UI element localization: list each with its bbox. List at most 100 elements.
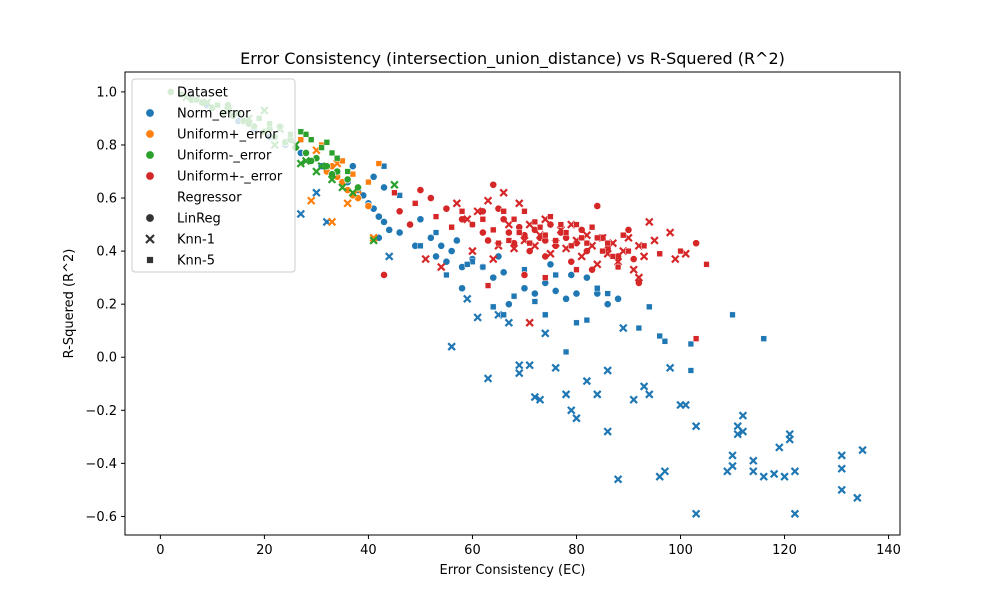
data-point	[504, 300, 513, 309]
data-point	[412, 200, 419, 207]
data-point	[473, 207, 482, 216]
data-point	[380, 218, 388, 226]
series-norm-error-knn-1	[296, 188, 867, 518]
data-point	[385, 225, 394, 234]
x-axis-label: Error Consistency (EC)	[440, 563, 586, 578]
data-point	[442, 257, 451, 266]
data-point	[582, 273, 591, 282]
data-point	[463, 294, 472, 304]
data-point	[837, 464, 846, 473]
data-point	[547, 213, 554, 220]
data-point	[785, 435, 794, 444]
data-point	[837, 485, 846, 495]
data-point	[348, 188, 358, 197]
data-point	[448, 224, 455, 231]
data-point	[614, 294, 622, 303]
data-point	[749, 456, 758, 465]
data-point	[853, 493, 862, 503]
data-point	[573, 266, 580, 273]
data-point	[297, 128, 304, 135]
data-point	[396, 192, 403, 199]
data-point	[364, 202, 373, 210]
data-point	[656, 250, 663, 257]
data-point	[312, 188, 321, 197]
data-point	[593, 202, 602, 210]
data-point	[437, 241, 446, 250]
data-point	[390, 180, 399, 189]
data-point	[473, 313, 482, 322]
data-point	[572, 414, 581, 423]
data-point	[629, 395, 638, 404]
data-point	[582, 376, 592, 386]
data-point	[452, 199, 462, 208]
data-point	[546, 249, 555, 258]
data-point	[613, 475, 623, 484]
data-point	[541, 329, 550, 338]
data-point	[380, 183, 388, 192]
data-point	[562, 348, 570, 356]
data-point	[489, 273, 498, 282]
data-point	[296, 159, 306, 168]
data-point	[525, 247, 534, 255]
data-point	[588, 265, 596, 274]
data-point	[629, 255, 638, 263]
y-tick-label: −0.6	[85, 510, 117, 525]
x-axis: 0 20 40 60 80 100 120 140	[156, 535, 901, 558]
data-point	[542, 274, 549, 281]
data-point	[504, 228, 513, 237]
data-point	[339, 157, 346, 164]
data-point	[646, 303, 653, 310]
data-point	[665, 363, 675, 373]
data-point	[495, 240, 502, 247]
data-point	[483, 196, 493, 205]
data-point	[447, 342, 456, 351]
data-point	[589, 224, 596, 231]
data-point	[416, 186, 425, 194]
data-point	[458, 208, 466, 215]
data-point	[499, 268, 508, 277]
data-point	[557, 221, 564, 228]
data-point	[478, 207, 487, 216]
data-point	[510, 293, 518, 300]
data-point	[634, 273, 644, 282]
data-point	[551, 286, 560, 295]
data-point	[406, 220, 414, 229]
data-point	[641, 242, 648, 249]
y-tick-label: 1.0	[96, 85, 117, 100]
data-point	[417, 242, 424, 249]
legend-entry-label: Uniform+_error	[177, 128, 278, 143]
data-point	[635, 324, 642, 332]
data-point	[619, 323, 628, 333]
data-point	[692, 239, 701, 248]
data-point	[369, 233, 378, 243]
data-point	[369, 172, 378, 181]
data-point	[583, 240, 590, 247]
data-point	[499, 188, 508, 197]
x-tick-label: 0	[156, 543, 164, 558]
y-tick-label: 0.4	[96, 245, 117, 260]
data-point	[525, 360, 534, 370]
data-point	[733, 429, 742, 439]
data-point	[546, 260, 555, 269]
data-point	[479, 263, 486, 271]
x-tick-label: 40	[360, 543, 377, 558]
data-point	[505, 237, 512, 244]
legend-title-dataset: Dataset	[177, 86, 228, 101]
data-point	[530, 289, 539, 298]
data-point	[515, 360, 524, 370]
data-point	[443, 271, 450, 279]
data-point	[296, 209, 306, 219]
data-point	[469, 258, 476, 265]
data-point	[327, 217, 337, 227]
data-point	[468, 246, 477, 256]
data-point	[562, 294, 570, 303]
data-point	[660, 467, 670, 476]
data-point	[365, 179, 372, 186]
series-uniform-error-knn-5	[391, 189, 710, 342]
legend-marker	[145, 171, 155, 181]
data-point	[593, 260, 602, 269]
data-point	[609, 253, 616, 260]
data-point	[578, 234, 585, 241]
data-point	[573, 319, 580, 326]
data-point	[738, 427, 748, 436]
